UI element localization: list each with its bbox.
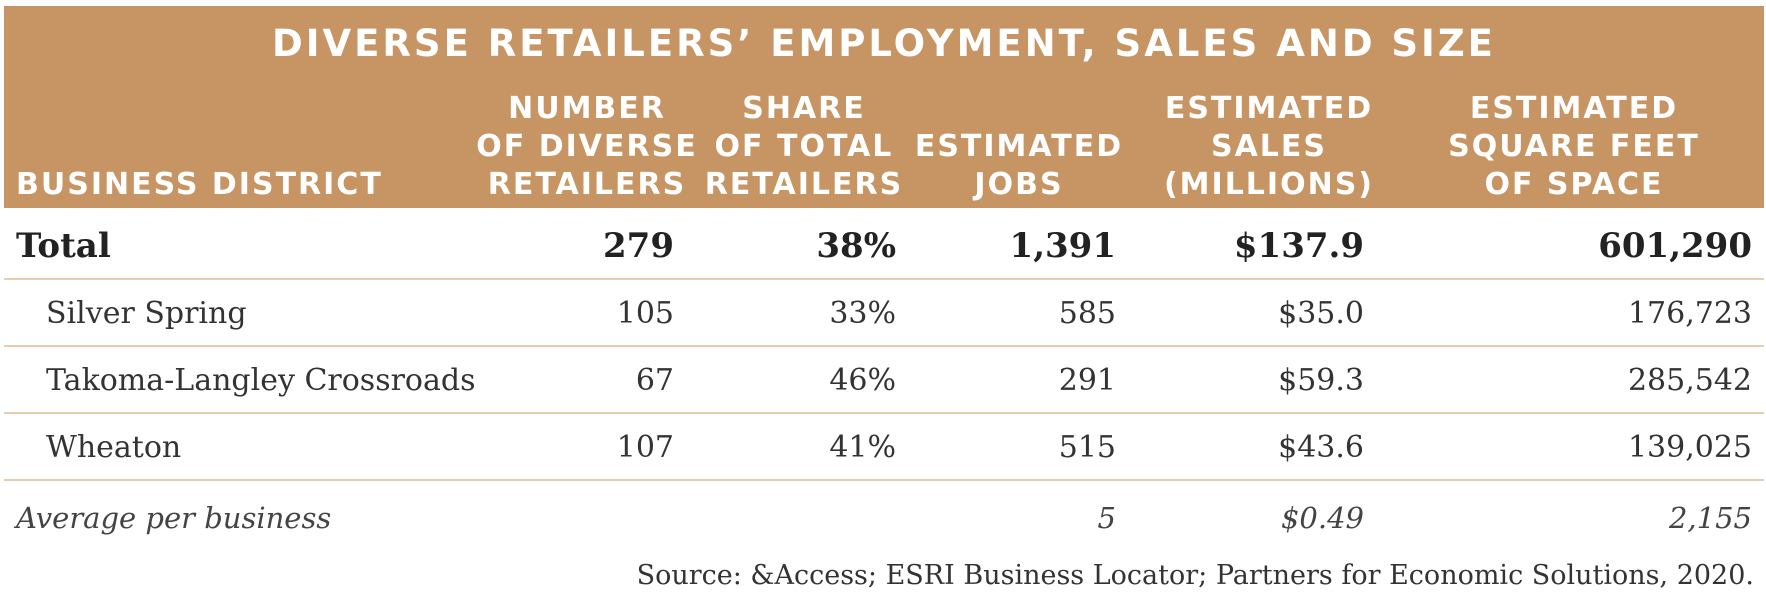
sales-cell: $35.0 xyxy=(1278,296,1364,331)
sales-cell: $137.9 xyxy=(1233,226,1364,266)
sales-cell: $0.49 xyxy=(1280,501,1364,535)
header-share-of-total-retailers: SHARE OF TOTAL RETAILERS xyxy=(704,91,904,202)
row-divider xyxy=(4,412,1764,414)
number-cell: 67 xyxy=(635,363,674,398)
row-divider xyxy=(4,479,1764,481)
jobs-cell: 585 xyxy=(1058,296,1116,331)
header-business-district: BUSINESS DISTRICT xyxy=(16,167,383,202)
space-cell: 176,723 xyxy=(1627,296,1752,331)
header-estimated-square-feet: ESTIMATED SQUARE FEET OF SPACE xyxy=(1448,91,1700,202)
table-row-average: Average per business 5 $0.49 2,155 xyxy=(4,481,1764,541)
table-title: DIVERSE RETAILERS’ EMPLOYMENT, SALES AND… xyxy=(272,22,1496,65)
number-cell: 279 xyxy=(603,226,674,266)
share-cell: 38% xyxy=(816,226,896,266)
share-cell: 41% xyxy=(829,430,896,465)
district-cell: Total xyxy=(16,226,111,266)
jobs-cell: 5 xyxy=(1097,501,1116,535)
space-cell: 601,290 xyxy=(1598,226,1752,266)
table-header: DIVERSE RETAILERS’ EMPLOYMENT, SALES AND… xyxy=(4,6,1764,208)
space-cell: 2,155 xyxy=(1668,501,1752,535)
table-row-total: Total 279 38% 1,391 $137.9 601,290 xyxy=(4,210,1764,278)
district-cell: Silver Spring xyxy=(46,296,247,331)
source-note: Source: &Access; ESRI Business Locator; … xyxy=(636,560,1754,591)
retailers-table: DIVERSE RETAILERS’ EMPLOYMENT, SALES AND… xyxy=(4,6,1764,535)
space-cell: 139,025 xyxy=(1627,430,1752,465)
share-cell: 46% xyxy=(829,363,896,398)
header-estimated-sales: ESTIMATED SALES (MILLIONS) xyxy=(1163,91,1375,202)
row-divider xyxy=(4,278,1764,280)
header-estimated-jobs: ESTIMATED JOBS xyxy=(914,129,1124,202)
table-row: Takoma-Langley Crossroads 67 46% 291 $59… xyxy=(4,347,1764,414)
table-row: Silver Spring 105 33% 585 $35.0 176,723 xyxy=(4,280,1764,347)
jobs-cell: 515 xyxy=(1058,430,1116,465)
sales-cell: $43.6 xyxy=(1278,430,1364,465)
share-cell: 33% xyxy=(829,296,896,331)
row-divider xyxy=(4,345,1764,347)
space-cell: 285,542 xyxy=(1627,363,1752,398)
average-label: Average per business xyxy=(16,501,332,535)
header-number-of-diverse-retailers: NUMBER OF DIVERSE RETAILERS xyxy=(476,91,698,202)
district-cell: Wheaton xyxy=(46,430,182,465)
number-cell: 107 xyxy=(616,430,674,465)
jobs-cell: 1,391 xyxy=(1009,226,1116,266)
table-row: Wheaton 107 41% 515 $43.6 139,025 xyxy=(4,414,1764,481)
district-cell: Takoma-Langley Crossroads xyxy=(46,363,476,398)
number-cell: 105 xyxy=(616,296,674,331)
sales-cell: $59.3 xyxy=(1278,363,1364,398)
jobs-cell: 291 xyxy=(1058,363,1116,398)
